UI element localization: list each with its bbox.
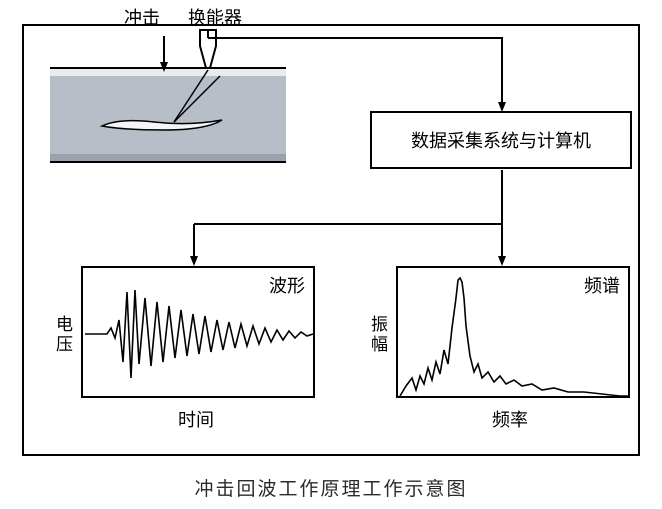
waveform-line — [85, 290, 313, 378]
sample-block — [50, 68, 286, 162]
daq-label: 数据采集系统与计算机 — [411, 127, 591, 153]
arrow-transducer-to-daq — [220, 38, 502, 106]
daq-box: 数据采集系统与计算机 — [370, 111, 632, 169]
figure-caption: 冲击回波工作原理工作示意图 — [0, 474, 662, 501]
ray-down-icon — [174, 70, 208, 122]
waveform-box: 波形 — [81, 266, 315, 398]
spectrum-title: 频谱 — [584, 272, 620, 298]
amplitude-label-2: 幅 — [371, 330, 388, 355]
impact-label: 冲击 — [124, 4, 160, 30]
ray-up-icon — [174, 76, 220, 122]
flaw-icon — [102, 120, 222, 130]
voltage-label-2: 压 — [56, 330, 73, 355]
sample-bottom-shade — [50, 154, 286, 162]
sample-top-highlight — [50, 68, 286, 76]
frequency-label: 频率 — [492, 406, 528, 432]
time-label: 时间 — [178, 406, 214, 432]
impact-arrow-head-icon — [160, 62, 168, 72]
arrowhead-spectrum-icon — [498, 256, 506, 266]
waveform-title: 波形 — [269, 272, 305, 298]
diagram-frame: 冲击 换能器 — [22, 24, 640, 456]
spectrum-box: 频谱 — [396, 266, 630, 398]
transducer-icon — [200, 30, 216, 68]
transducer-label: 换能器 — [188, 4, 242, 30]
arrowhead-waveform-icon — [190, 256, 198, 266]
